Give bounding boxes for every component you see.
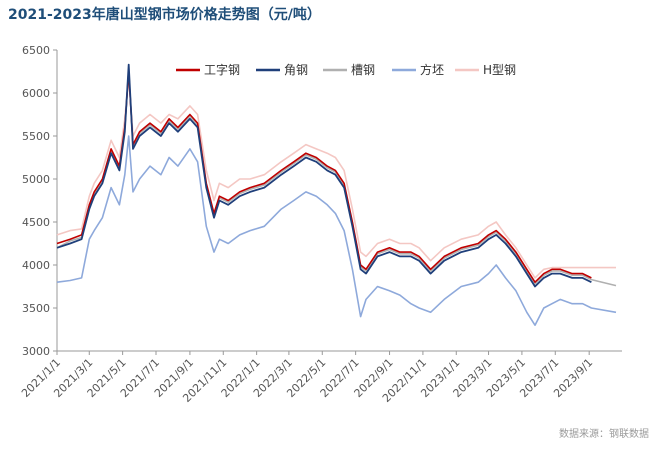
y-tick-label: 3500 [22, 302, 50, 315]
chart-title: 2021-2023年唐山型钢市场价格走势图（元/吨） [8, 7, 321, 23]
data-source-note: 数据来源：钢联数据 [559, 429, 649, 440]
y-tick-label: 4000 [22, 259, 50, 272]
chart-axes: 300035004000450050005500600065002021/1/1… [19, 44, 622, 405]
legend-label-4: H型钢 [483, 63, 516, 77]
y-tick-label: 5500 [22, 130, 50, 143]
y-tick-label: 4500 [22, 216, 50, 229]
legend-label-0: 工字钢 [204, 62, 240, 77]
chart-legend: 工字钢 角钢 槽钢 方坯 H型钢 [176, 62, 516, 77]
series-line-3 [56, 135, 617, 327]
legend-label-1: 角钢 [284, 63, 308, 77]
legend-label-3: 方坯 [420, 62, 444, 77]
y-tick-label: 3000 [22, 345, 50, 358]
y-tick-label: 5000 [22, 173, 50, 186]
series-line-1 [56, 63, 592, 288]
series-lines [56, 63, 617, 327]
legend-label-2: 槽钢 [351, 63, 375, 77]
y-tick-label: 6000 [22, 87, 50, 100]
y-tick-label: 6500 [22, 44, 50, 57]
